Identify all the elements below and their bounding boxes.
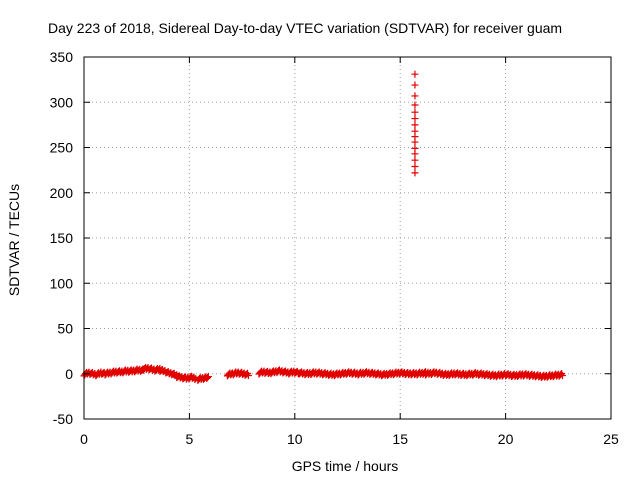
- y-tick-label: 0: [65, 366, 73, 382]
- data-point: [204, 373, 212, 381]
- x-tick-label: 20: [498, 431, 514, 447]
- spike-point: [411, 163, 419, 171]
- spike-point: [411, 156, 419, 164]
- spike-point: [411, 70, 419, 78]
- spike-point: [411, 101, 419, 109]
- y-tick-label: 350: [50, 49, 74, 65]
- y-tick-label: 250: [50, 140, 74, 156]
- chart-title: Day 223 of 2018, Sidereal Day-to-day VTE…: [48, 20, 562, 36]
- axis-ticks: -50 0 50 100 150 200 250 300 350 0 5 10 15 20 25: [50, 49, 619, 447]
- spike-point: [411, 121, 419, 129]
- x-tick-label: 5: [186, 431, 194, 447]
- data-points: [80, 70, 567, 384]
- plot-frame: [83, 56, 612, 420]
- spike-point: [411, 144, 419, 152]
- y-tick-label: 50: [57, 321, 73, 337]
- data-point: [243, 370, 251, 378]
- x-tick-label: 25: [603, 431, 619, 447]
- x-axis-label: GPS time / hours: [292, 458, 399, 474]
- spike-point: [411, 127, 419, 135]
- x-tick-label: 10: [287, 431, 303, 447]
- x-tick-label: 15: [392, 431, 408, 447]
- data-point: [244, 371, 252, 379]
- spike-point: [411, 81, 419, 89]
- spike-point: [411, 108, 419, 116]
- spike-point: [411, 115, 419, 123]
- y-tick-label: 300: [50, 94, 74, 110]
- spike-point: [411, 92, 419, 100]
- y-tick-label: 200: [50, 185, 74, 201]
- data-point: [557, 370, 565, 378]
- y-axis-label: SDTVAR / TECUs: [6, 184, 22, 296]
- grid-lines: [84, 57, 611, 419]
- y-tick-label: -50: [53, 411, 73, 427]
- spike-point: [411, 169, 419, 177]
- data-point: [204, 374, 212, 382]
- data-point: [559, 371, 567, 379]
- x-tick-label: 0: [80, 431, 88, 447]
- y-tick-label: 150: [50, 230, 74, 246]
- y-tick-label: 100: [50, 275, 74, 291]
